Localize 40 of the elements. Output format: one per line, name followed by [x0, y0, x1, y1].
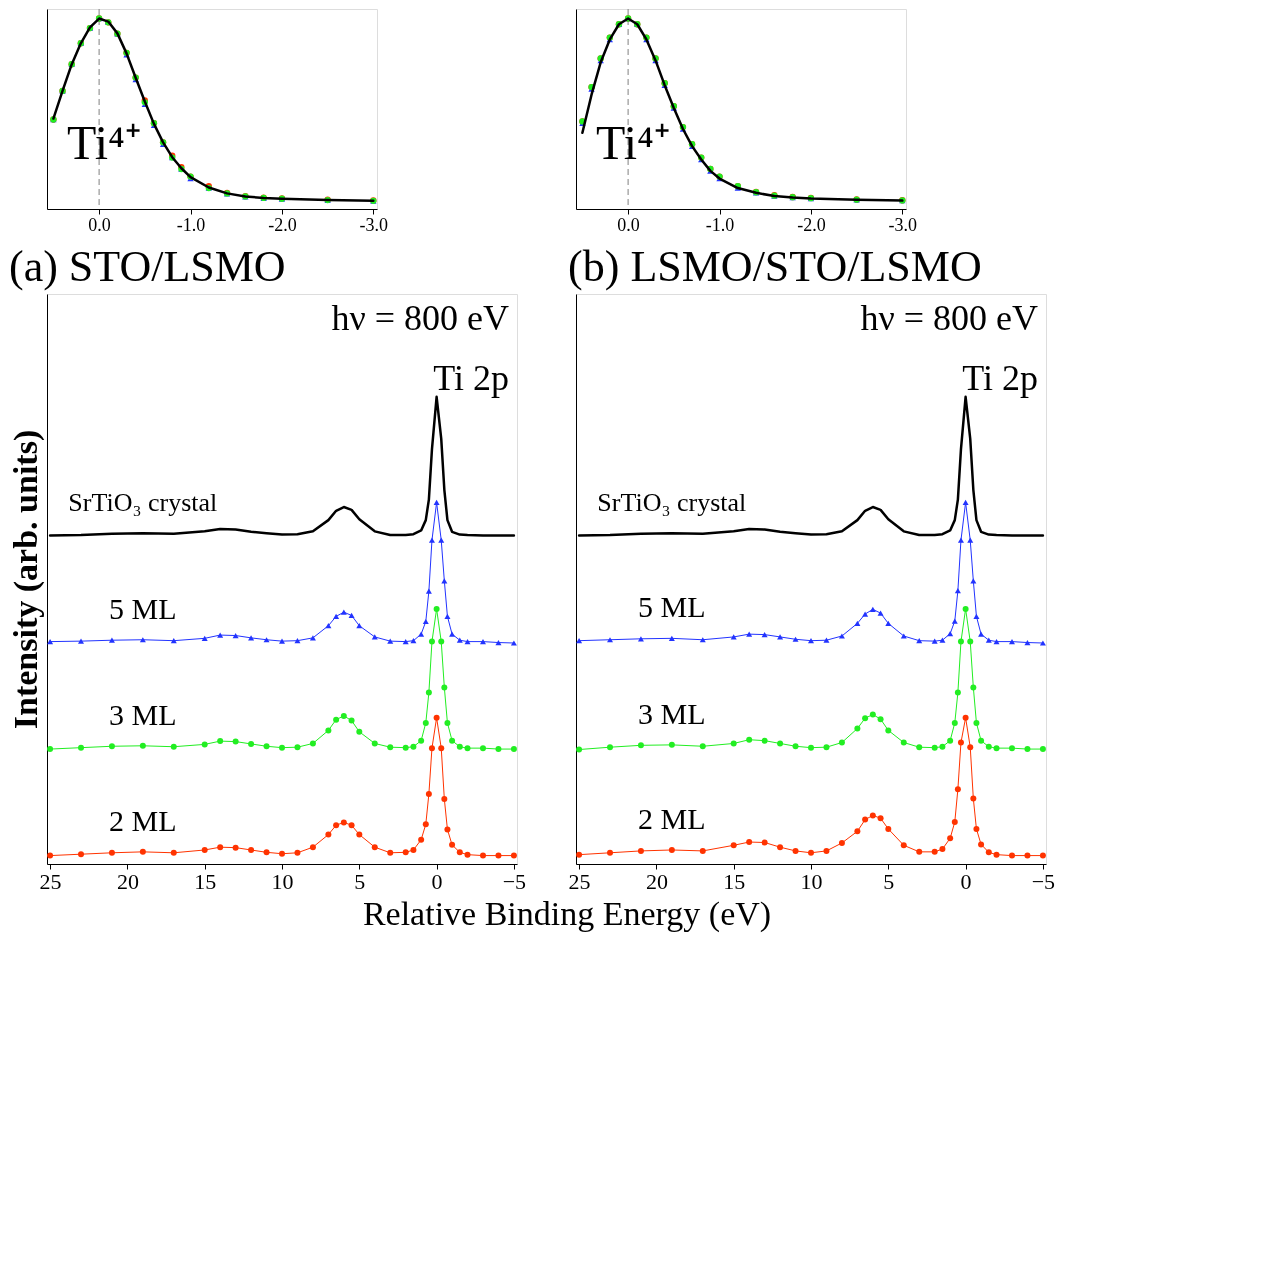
- x-tick-label: 15: [723, 868, 746, 894]
- x-tick-label: -2.0: [797, 214, 826, 235]
- x-tick-label: 25: [39, 868, 62, 894]
- x-tick-label: -2.0: [268, 214, 297, 235]
- x-tick-label: 25: [568, 868, 591, 894]
- chart-title: (a) STO/LSMO: [9, 242, 286, 291]
- series-label: SrTiO₃ crystal: [68, 488, 218, 518]
- x-tick-label: 0.0: [617, 214, 640, 235]
- series-label: 3 ML: [638, 696, 706, 730]
- x-tick-label: 20: [116, 868, 139, 894]
- series-label: 5 ML: [638, 590, 706, 624]
- series-label: SrTiO₃ crystal: [597, 488, 747, 518]
- x-tick-label: 0: [431, 868, 443, 894]
- x-axis-title: Relative Binding Energy (eV): [362, 895, 772, 933]
- x-tick-label: 0: [960, 868, 972, 894]
- y-axis-title: Intensity (arb. units): [6, 429, 45, 730]
- x-tick-label: −5: [502, 868, 527, 894]
- x-tick-label: −5: [1031, 868, 1056, 894]
- x-tick-label: -3.0: [359, 214, 389, 235]
- x-tick-label: -1.0: [176, 214, 206, 235]
- series-label: 2 ML: [109, 803, 177, 837]
- x-tick-label: -3.0: [888, 214, 918, 235]
- x-tick-label: 10: [271, 868, 294, 894]
- annotation: Ti⁴⁺: [596, 116, 670, 169]
- x-tick-label: 10: [800, 868, 823, 894]
- chart-title: (b) LSMO/STO/LSMO: [568, 242, 982, 291]
- x-tick-label: 5: [883, 868, 895, 894]
- x-tick-label: 0.0: [88, 214, 111, 235]
- annotation: Ti 2p: [962, 358, 1038, 398]
- text: hν = 800 eV: [860, 298, 1038, 338]
- series-label: 3 ML: [109, 697, 177, 731]
- x-tick-label: 5: [354, 868, 366, 894]
- annotation: Ti 2p: [433, 358, 509, 398]
- series-label: 5 ML: [109, 591, 177, 625]
- x-tick-label: -1.0: [705, 214, 735, 235]
- annotation: Ti⁴⁺: [67, 116, 141, 169]
- text: hν = 800 eV: [331, 298, 509, 338]
- x-tick-label: 15: [194, 868, 217, 894]
- series-label: 2 ML: [638, 801, 706, 835]
- x-tick-label: 20: [645, 868, 668, 894]
